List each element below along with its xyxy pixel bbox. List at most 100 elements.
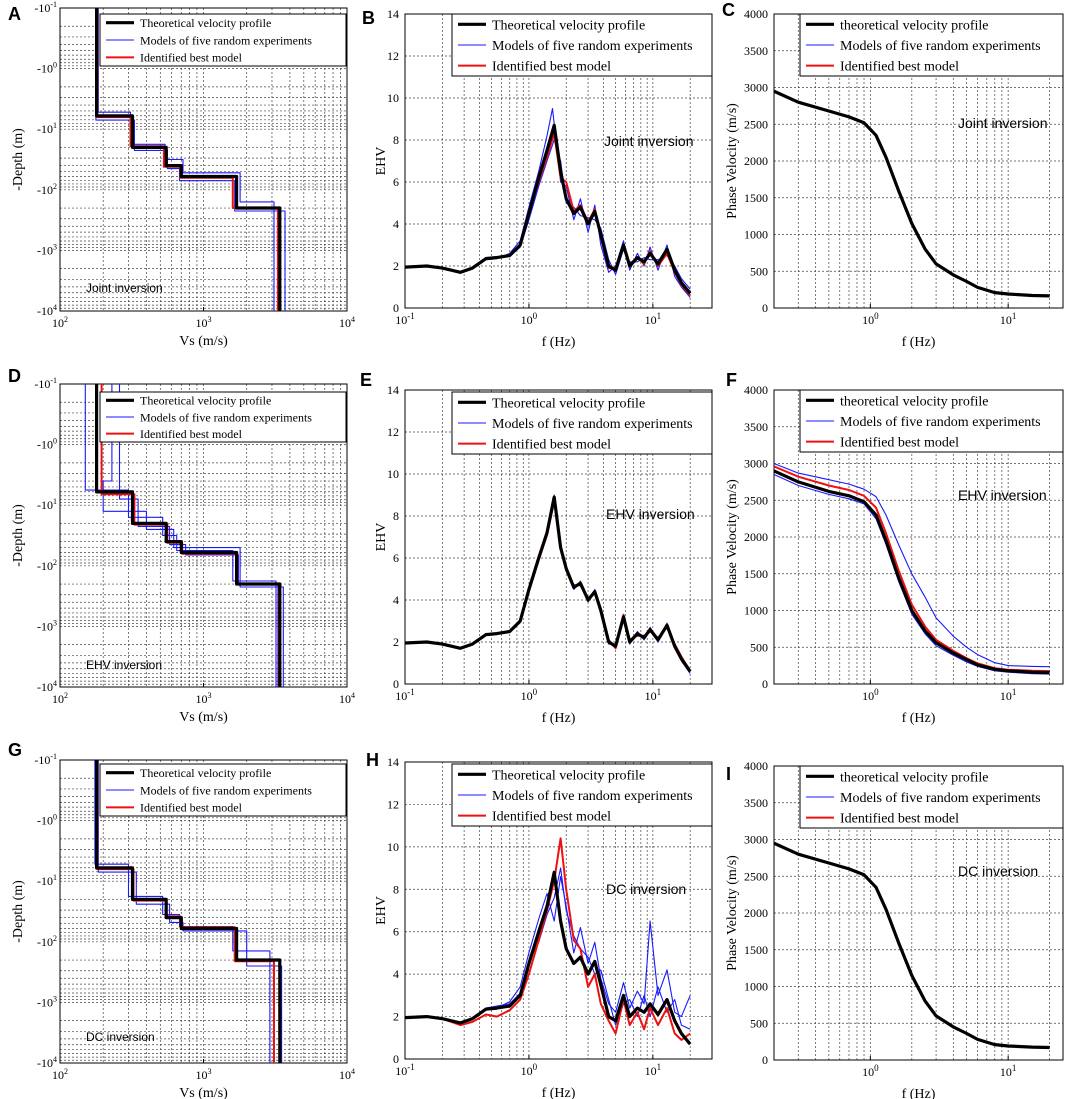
x-tick-label: 100	[862, 1063, 879, 1079]
grid-D	[60, 384, 347, 687]
panel-letter: E	[360, 370, 372, 390]
legend-label: Identified best model	[840, 812, 959, 827]
series-theoretical-line	[774, 89, 1050, 298]
inversion-annotation: EHV inversion	[606, 506, 695, 522]
y-tick-label: -10-1	[34, 0, 57, 15]
legend-label: Theoretical velocity profile	[492, 396, 645, 411]
y-tick-label: -100	[37, 813, 57, 828]
legend-label: Theoretical velocity profile	[140, 766, 271, 780]
y-tick-label: 500	[750, 264, 768, 278]
x-tick-label: 102	[52, 691, 68, 706]
legend-label: theoretical velocity profile	[840, 394, 989, 409]
y-tick-label: 2500	[744, 493, 768, 507]
legend-label: Identified best model	[492, 438, 611, 453]
y-tick-label: -100	[37, 437, 57, 452]
grid-G	[60, 760, 347, 1063]
y-tick-label: 1000	[744, 228, 768, 242]
series-theoretical-line	[405, 870, 692, 1046]
legend-box	[99, 13, 347, 67]
y-tick-label: -101	[37, 497, 57, 512]
legend-label: Models of five random experiments	[140, 783, 312, 797]
series-group-A	[95, 8, 286, 311]
y-tick-label: 3000	[744, 833, 768, 847]
x-tick-label: 100	[862, 311, 879, 327]
y-tick-label: -102	[37, 182, 57, 197]
legend-A: Theoretical velocity profile Models of fi…	[99, 13, 347, 67]
y-tick-label: 4	[393, 967, 399, 981]
y-tick-label: 2000	[744, 530, 768, 544]
y-tick-label: 2	[393, 1010, 399, 1024]
y-tick-label: 10	[387, 91, 399, 105]
y-tick-label: -103	[37, 618, 57, 633]
grid-A	[60, 8, 347, 311]
legend-box	[799, 389, 1064, 453]
x-tick-label: 101	[645, 1062, 662, 1078]
legend-box	[99, 763, 347, 817]
x-tick-label: 100	[521, 1062, 538, 1078]
series-random-line	[97, 8, 275, 311]
x-tick-label: 10-1	[395, 1062, 415, 1078]
x-tick-label: 103	[196, 1067, 212, 1082]
legend-G: Theoretical velocity profile Models of fi…	[99, 763, 347, 817]
legend-B: Theoretical velocity profile Models of fi…	[451, 13, 713, 77]
panel-C: 100 101 0 500 1000 1500 2000 2500 3000 3500 4000 f …	[722, 0, 1064, 350]
legend-label: Models of five random experiments	[140, 33, 312, 47]
legend-H: Theoretical velocity profile Models of fi…	[451, 763, 713, 827]
y-tick-label: -10-1	[34, 752, 57, 767]
panel-letter: I	[726, 764, 731, 784]
series-random-line	[774, 462, 1050, 668]
series-group-G	[94, 760, 283, 1063]
y-tick-label: 3000	[744, 81, 768, 95]
series-theoretical-line	[95, 384, 282, 687]
series-group-H	[405, 837, 692, 1046]
y-axis-label: Phase Velocity (m/s)	[725, 855, 740, 971]
panel-B: 10-1 100 101 0 2 4 6 8 10 12 14 f (Hz) EHV Joint inve…	[362, 7, 713, 350]
y-tick-label: 1500	[744, 567, 768, 581]
panel-E: 10-1 100 101 0 2 4 6 8 10 12 14 f (Hz) EHV EHV invers…	[360, 370, 713, 726]
x-tick-label: 101	[1000, 1063, 1017, 1079]
x-tick-label: 101	[1000, 687, 1017, 703]
series-theoretical-line	[95, 760, 282, 1063]
y-tick-label: -101	[37, 873, 57, 888]
x-tick-label: 101	[645, 687, 662, 703]
y-tick-label: 10	[387, 840, 399, 854]
inversion-annotation: Joint inversion	[958, 115, 1048, 131]
legend-label: Models of five random experiments	[492, 789, 693, 804]
y-tick-label: -104	[37, 303, 57, 318]
y-tick-label: 4000	[744, 7, 768, 21]
y-axis-label: EHV	[374, 896, 389, 925]
x-tick-label: 100	[521, 311, 538, 327]
x-tick-label: 104	[339, 691, 355, 706]
inversion-annotation: DC inversion	[606, 881, 686, 897]
x-tick-label: 101	[1000, 311, 1017, 327]
panel-A: 102 103 104 -10-1 -100 -101 -102 -103 -104 Vs (m/…	[8, 0, 355, 349]
panel-letter: C	[722, 0, 735, 20]
legend-label: Models of five random experiments	[492, 39, 693, 54]
y-tick-label: 4	[393, 593, 399, 607]
panel-letter: G	[8, 740, 22, 760]
panel-F: 100 101 0 500 1000 1500 2000 2500 3000 3500 4000 f …	[725, 370, 1064, 726]
y-tick-label: 14	[387, 383, 399, 397]
panel-letter: H	[366, 750, 379, 770]
series-group-E	[405, 494, 692, 674]
x-axis-label: f (Hz)	[902, 711, 936, 726]
y-tick-label: 1500	[744, 191, 768, 205]
y-tick-label: 1000	[744, 604, 768, 618]
x-axis-label: Vs (m/s)	[179, 710, 228, 725]
x-tick-label: 102	[52, 315, 68, 330]
inversion-annotation: Joint inversion	[604, 133, 694, 149]
legend-box	[451, 763, 713, 827]
legend-label: Models of five random experiments	[840, 39, 1041, 54]
panel-I: 100 101 0 500 1000 1500 2000 2500 3000 3500 4000 f …	[725, 759, 1064, 1099]
y-axis-label: -Depth (m)	[11, 504, 26, 567]
legend-label: Models of five random experiments	[140, 410, 312, 424]
y-tick-label: 6	[393, 925, 399, 939]
y-tick-label: 10	[387, 467, 399, 481]
series-theoretical-line	[774, 469, 1050, 675]
y-tick-label: 500	[750, 640, 768, 654]
y-tick-label: 6	[393, 175, 399, 189]
legend-D: Theoretical velocity profile Models of fi…	[99, 391, 347, 443]
legend-label: Identified best model	[840, 60, 959, 75]
x-tick-label: 104	[339, 315, 355, 330]
